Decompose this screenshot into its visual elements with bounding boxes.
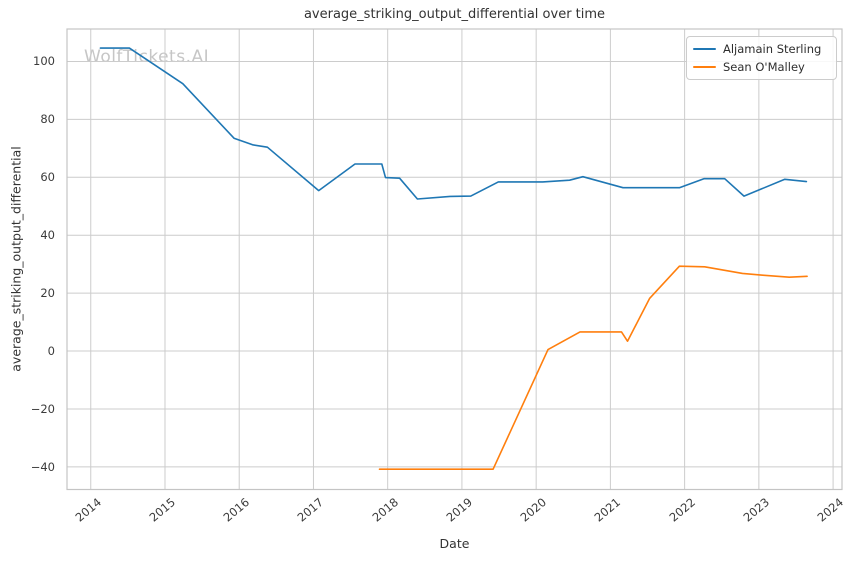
legend-swatch-blue-line <box>693 48 716 50</box>
series-line-1 <box>378 265 808 471</box>
y-tick-label: −40 <box>30 459 55 474</box>
y-tick-label: 40 <box>40 228 55 243</box>
y-tick-label: −20 <box>30 401 55 416</box>
y-tick-label: 20 <box>40 286 55 301</box>
y-tick-label: 100 <box>33 54 55 69</box>
x-axis-title: Date <box>439 536 470 551</box>
watermark: WolfTickets.AI <box>84 47 210 67</box>
legend-label: Sean O'Malley <box>723 60 805 74</box>
plot-border <box>66 28 843 491</box>
y-tick-label: 0 <box>47 344 55 359</box>
y-tick-label: 60 <box>40 170 55 185</box>
y-axis-title: average_striking_output_differential <box>8 146 24 372</box>
legend-entry-aljamain-sterling: Aljamain Sterling <box>693 42 828 56</box>
legend: Aljamain Sterling Sean O'Malley <box>686 36 837 80</box>
legend-swatch-orange-line <box>693 66 716 68</box>
legend-entry-sean-omalley: Sean O'Malley <box>693 60 828 74</box>
legend-label: Aljamain Sterling <box>723 42 822 56</box>
series-line-0 <box>99 47 808 200</box>
chart-title: average_striking_output_differential ove… <box>303 7 606 22</box>
y-tick-label: 80 <box>40 112 55 127</box>
